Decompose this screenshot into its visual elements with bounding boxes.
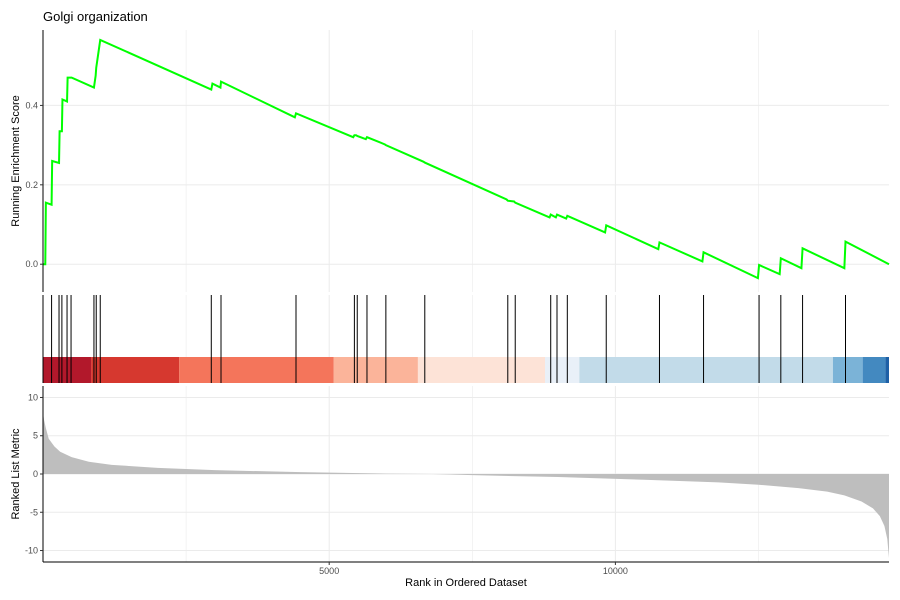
- y-tick-label: 0.4: [25, 100, 38, 110]
- heat-bar-segment: [862, 357, 886, 383]
- y-tick-label: 0.2: [25, 180, 38, 190]
- chart-title: Golgi organization: [43, 9, 148, 24]
- heat-bar-segment: [333, 357, 418, 383]
- heat-bar-segment: [417, 357, 545, 383]
- ranked-metric-area: [43, 412, 889, 559]
- y-tick-label: 0: [33, 469, 38, 479]
- y-tick-label: -5: [30, 507, 38, 517]
- x-tick-label: 5000: [319, 566, 339, 576]
- y-axis-title-ranked-metric: Ranked List Metric: [10, 428, 22, 520]
- running-score-grid: [43, 30, 889, 292]
- y-tick-label: -10: [25, 546, 38, 556]
- y-tick-label: 5: [33, 431, 38, 441]
- y-tick-label: 10: [28, 392, 38, 402]
- tick-labels: 0.0 0.2 0.4 10 5 0 -5 -10 5000 10000: [25, 100, 628, 576]
- heat-bar-segment: [579, 357, 833, 383]
- heat-bar-segment: [832, 357, 863, 383]
- ranking-heat-bar: [43, 357, 889, 383]
- gene-hit-lines: [42, 295, 846, 383]
- y-axis-title-running-score: Running Enrichment Score: [10, 95, 22, 226]
- heat-bar-segment: [544, 357, 580, 383]
- heat-bar-segment: [91, 357, 180, 383]
- running-score-line: [43, 38, 890, 280]
- x-tick-label: 10000: [603, 566, 628, 576]
- heat-bar-segment: [885, 357, 889, 383]
- y-tick-label: 0.0: [25, 259, 38, 269]
- x-axis-title: Rank in Ordered Dataset: [405, 577, 527, 589]
- heat-bar-segment: [179, 357, 334, 383]
